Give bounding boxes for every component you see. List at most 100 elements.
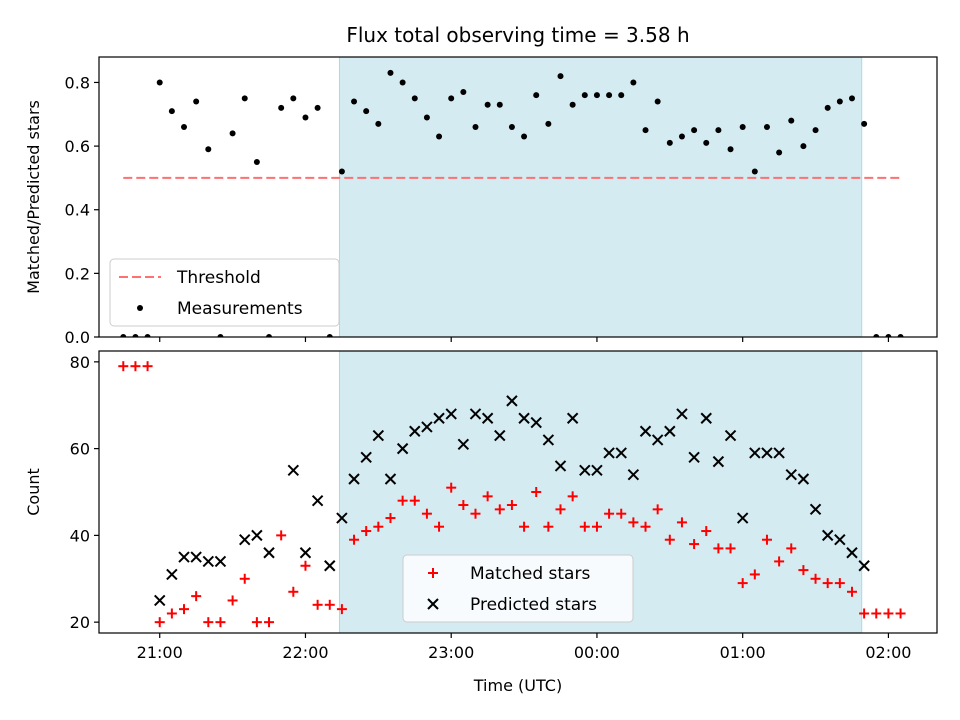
measurement-point	[229, 130, 236, 137]
measurement-point	[448, 95, 455, 102]
legend-label: Threshold	[176, 268, 261, 288]
matched-stars-point	[142, 361, 153, 372]
matched-stars-point	[166, 608, 177, 619]
predicted-stars-point	[202, 555, 215, 568]
matched-stars-point	[203, 617, 214, 628]
measurement-point	[739, 124, 746, 130]
matched-stars-point	[482, 491, 493, 502]
matched-stars-point	[421, 508, 432, 519]
measurement-point	[363, 108, 370, 115]
observing-interval-shade	[338, 56, 863, 338]
predicted-stars-point	[481, 412, 494, 424]
predicted-stars-point	[566, 412, 579, 424]
predicted-stars-point	[785, 468, 797, 481]
predicted-stars-point	[554, 460, 567, 472]
matched-stars-point	[288, 586, 299, 597]
count-panel: 20 40 60 80 Count 21:00 22:00 23:00 00:00 01:00 02…	[24, 350, 938, 662]
matched-stars-point	[859, 608, 870, 619]
plot-frame	[98, 350, 938, 634]
x-tick-label: 01:00	[720, 643, 766, 662]
matched-stars-point	[664, 534, 675, 545]
y-tick-label: 40	[70, 526, 90, 545]
measurement-point	[436, 133, 443, 140]
predicted-stars-point	[724, 429, 737, 442]
measurement-point	[181, 124, 188, 130]
predicted-stars-point	[494, 429, 506, 442]
predicted-stars-point	[518, 412, 530, 424]
predicted-stars-point	[542, 434, 555, 446]
measurement-point	[569, 101, 576, 108]
predicted-stars-point	[749, 447, 761, 459]
predicted-stars-point	[421, 421, 433, 433]
predicted-stars-point	[603, 447, 615, 459]
predicted-stars-point	[457, 438, 470, 450]
measurement-point	[836, 98, 843, 105]
predicted-stars-point	[299, 547, 312, 559]
x-tick-label: 02:00	[865, 643, 911, 662]
matched-stars-point	[397, 495, 408, 506]
matched-stars-point	[458, 500, 469, 511]
measurement-point	[727, 146, 734, 153]
y-axis-label: Matched/Predicted stars	[24, 100, 43, 294]
predicted-stars-point	[834, 534, 846, 546]
measurement-point	[642, 127, 649, 134]
chart-title: Flux total observing time = 3.58 h	[346, 23, 689, 47]
legend-label: Predicted stars	[470, 595, 597, 615]
predicted-stars-point	[615, 447, 627, 459]
measurement-point	[557, 73, 564, 80]
predicted-stars-point	[154, 594, 166, 607]
measurement-point	[302, 114, 309, 121]
y-tick-label: 0.0	[65, 328, 90, 347]
predicted-stars-point	[251, 529, 263, 542]
data-marks	[118, 361, 906, 628]
matched-stars-point	[324, 599, 335, 610]
measurement-point	[873, 334, 880, 337]
measurement-point	[375, 120, 382, 127]
measurement-point	[630, 79, 637, 86]
predicted-stars-point	[639, 425, 652, 437]
matched-stars-point	[264, 617, 275, 628]
matched-stars-point	[154, 617, 165, 628]
legend: Threshold Measurements	[109, 258, 340, 327]
matched-stars-point	[689, 539, 700, 550]
measurement-point	[533, 92, 540, 99]
matched-stars-point	[701, 526, 712, 537]
measurement-point	[326, 334, 333, 337]
predicted-stars-point	[384, 473, 397, 485]
matched-stars-point	[227, 595, 238, 606]
y-tick-label: 80	[70, 353, 90, 372]
predicted-stars-point	[263, 547, 275, 559]
predicted-stars-point	[591, 464, 603, 477]
measurement-point	[472, 124, 479, 130]
measurement-point	[168, 108, 175, 115]
legend-label: Matched stars	[470, 564, 590, 584]
legend-box	[109, 258, 340, 327]
matched-stars-point	[239, 573, 250, 584]
predicted-stars-point	[336, 512, 348, 524]
predicted-stars-point	[409, 425, 421, 437]
predicted-stars-point	[239, 534, 251, 546]
measurement-point	[205, 146, 212, 153]
predicted-stars-point	[651, 434, 664, 446]
measurement-point	[351, 98, 358, 105]
predicted-stars-point	[688, 451, 700, 463]
matched-stars-point	[604, 508, 615, 519]
legend: Matched stars Predicted stars	[402, 554, 634, 623]
matched-stars-point	[543, 521, 554, 532]
legend-predicted-swatch	[427, 598, 439, 610]
measurement-point	[460, 89, 467, 95]
measurement-point	[691, 127, 698, 134]
matched-stars-point	[276, 530, 287, 541]
matched-stars-point	[434, 521, 445, 532]
legend-measurements-swatch	[137, 305, 143, 311]
predicted-stars-point	[214, 555, 227, 568]
predicted-stars-point	[700, 412, 712, 424]
predicted-stars-point	[311, 494, 324, 507]
measurement-point	[217, 334, 224, 337]
predicted-stars-point	[712, 455, 725, 468]
measurement-point	[581, 92, 588, 99]
matched-stars-point	[786, 543, 797, 554]
predicted-stars-point	[372, 429, 385, 442]
matched-stars-point	[749, 569, 760, 580]
matched-stars-point	[555, 504, 566, 515]
